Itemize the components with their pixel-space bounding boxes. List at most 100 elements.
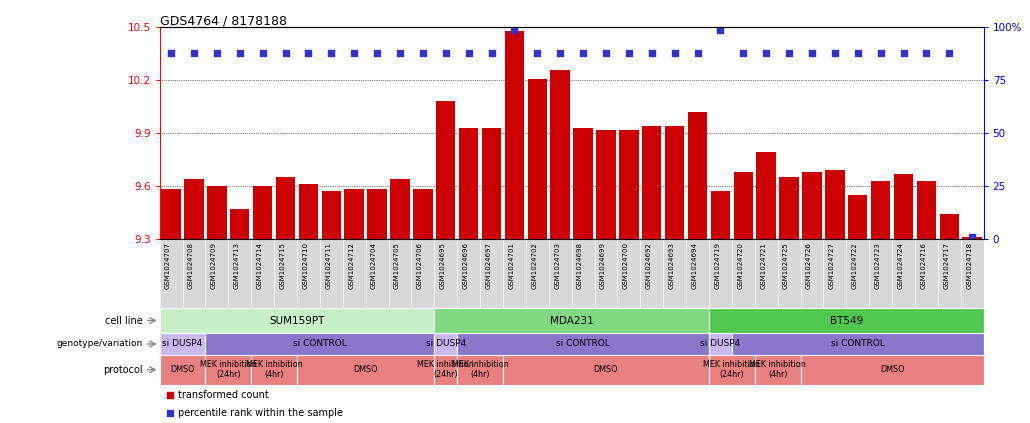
- Point: [506, 26, 522, 33]
- Bar: [457, 333, 709, 355]
- Text: transformed count: transformed count: [178, 390, 269, 400]
- Text: GSM1024696: GSM1024696: [462, 242, 469, 289]
- Bar: [160, 333, 205, 355]
- Text: BT549: BT549: [830, 316, 863, 326]
- Bar: [709, 355, 755, 385]
- Text: GSM1024700: GSM1024700: [623, 242, 629, 289]
- Point: [653, 327, 670, 333]
- Bar: [184, 179, 204, 239]
- Bar: [390, 179, 410, 239]
- Point: [827, 49, 844, 56]
- Point: [850, 49, 866, 56]
- Text: GSM1024717: GSM1024717: [943, 242, 950, 289]
- Bar: [550, 70, 570, 239]
- Bar: [459, 128, 478, 239]
- Point: [415, 49, 432, 56]
- Text: MEK inhibition
(24hr): MEK inhibition (24hr): [200, 360, 256, 379]
- Text: DMSO: DMSO: [353, 365, 378, 374]
- Text: cell line: cell line: [105, 316, 143, 326]
- Point: [254, 49, 271, 56]
- Point: [941, 49, 958, 56]
- Text: GSM1024714: GSM1024714: [256, 242, 263, 289]
- Bar: [596, 129, 616, 239]
- Text: GSM1024719: GSM1024719: [715, 242, 720, 289]
- Text: GSM1024693: GSM1024693: [668, 242, 675, 289]
- Text: si CONTROL: si CONTROL: [831, 340, 885, 349]
- Text: GSM1024698: GSM1024698: [577, 242, 583, 289]
- Point: [666, 49, 683, 56]
- Text: MEK inhibition
(4hr): MEK inhibition (4hr): [749, 360, 806, 379]
- Bar: [253, 186, 272, 239]
- Bar: [711, 191, 730, 239]
- Bar: [755, 355, 800, 385]
- Bar: [574, 128, 593, 239]
- Bar: [756, 152, 776, 239]
- Bar: [207, 186, 227, 239]
- Bar: [709, 308, 984, 333]
- Text: DMSO: DMSO: [170, 365, 195, 374]
- Bar: [368, 190, 387, 239]
- Bar: [848, 195, 867, 239]
- Point: [895, 49, 912, 56]
- Text: MEK inhibition
(4hr): MEK inhibition (4hr): [452, 360, 509, 379]
- Text: MEK inhibition
(24hr): MEK inhibition (24hr): [417, 360, 474, 379]
- Bar: [939, 214, 959, 239]
- Point: [391, 49, 408, 56]
- Point: [758, 49, 775, 56]
- Text: GSM1024695: GSM1024695: [440, 242, 446, 289]
- Point: [209, 49, 226, 56]
- Point: [918, 49, 934, 56]
- Bar: [435, 333, 457, 355]
- Point: [232, 49, 248, 56]
- Point: [689, 49, 706, 56]
- Bar: [457, 355, 503, 385]
- Text: GSM1024704: GSM1024704: [371, 242, 377, 289]
- Bar: [435, 355, 457, 385]
- Bar: [642, 126, 661, 239]
- Text: GSM1024718: GSM1024718: [966, 242, 972, 289]
- Point: [964, 233, 981, 240]
- Text: protocol: protocol: [104, 365, 143, 375]
- Text: si DUSP4: si DUSP4: [700, 340, 741, 349]
- Bar: [688, 112, 708, 239]
- Point: [483, 49, 500, 56]
- Text: DMSO: DMSO: [880, 365, 904, 374]
- Text: GSM1024702: GSM1024702: [531, 242, 538, 289]
- Text: MEK inhibition
(4hr): MEK inhibition (4hr): [246, 360, 303, 379]
- Point: [552, 49, 569, 56]
- Bar: [299, 184, 318, 239]
- Bar: [205, 333, 435, 355]
- Bar: [780, 177, 799, 239]
- Text: GSM1024707: GSM1024707: [165, 242, 171, 289]
- Point: [712, 26, 728, 33]
- Bar: [894, 173, 914, 239]
- Point: [644, 49, 660, 56]
- Text: GSM1024713: GSM1024713: [234, 242, 240, 289]
- Bar: [230, 209, 249, 239]
- Point: [163, 49, 179, 56]
- Bar: [436, 102, 455, 239]
- Text: GSM1024721: GSM1024721: [760, 242, 766, 289]
- Point: [529, 49, 546, 56]
- Bar: [321, 191, 341, 239]
- Point: [460, 49, 477, 56]
- Bar: [160, 355, 205, 385]
- Bar: [482, 128, 502, 239]
- Bar: [527, 79, 547, 239]
- Text: si CONTROL: si CONTROL: [556, 340, 610, 349]
- Text: si DUSP4: si DUSP4: [425, 340, 466, 349]
- Text: GSM1024712: GSM1024712: [348, 242, 354, 289]
- Point: [621, 49, 638, 56]
- Bar: [162, 190, 181, 239]
- Text: GSM1024725: GSM1024725: [783, 242, 789, 289]
- Point: [781, 49, 797, 56]
- Text: SUM159PT: SUM159PT: [269, 316, 324, 326]
- Text: genotype/variation: genotype/variation: [57, 340, 143, 349]
- Text: GSM1024723: GSM1024723: [874, 242, 881, 289]
- Point: [300, 49, 316, 56]
- Point: [438, 49, 454, 56]
- Text: MEK inhibition
(24hr): MEK inhibition (24hr): [703, 360, 760, 379]
- Bar: [825, 170, 845, 239]
- Bar: [344, 190, 364, 239]
- Point: [575, 49, 591, 56]
